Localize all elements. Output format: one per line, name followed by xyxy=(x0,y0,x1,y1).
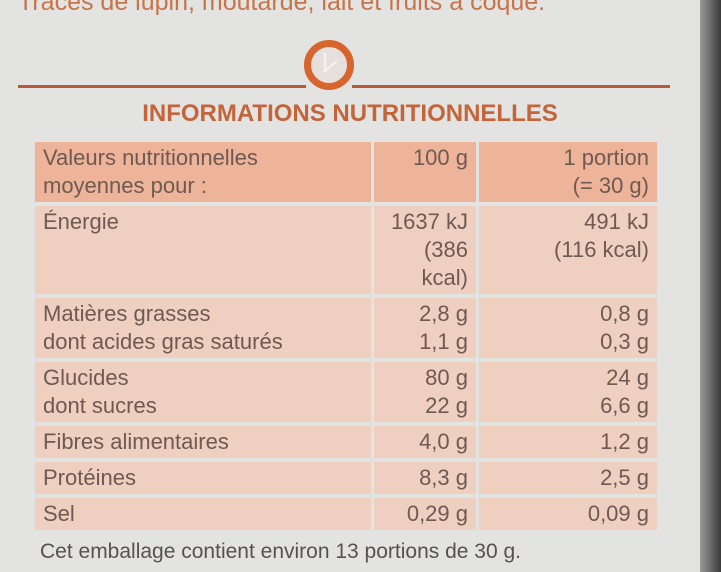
header-100g: 100 g xyxy=(412,145,468,170)
nutrient-label: Fibres alimentaires xyxy=(43,429,229,454)
header-portion: 1 portion xyxy=(563,145,649,170)
nutrient-label: Protéines xyxy=(43,465,136,490)
value-per-100g: (386 kcal) xyxy=(421,237,468,290)
section-title: INFORMATIONS NUTRITIONNELLES xyxy=(142,100,558,127)
divider-right xyxy=(352,85,670,88)
value-per-100g: 1,1 g xyxy=(419,329,468,354)
header-portion-size: (= 30 g) xyxy=(572,173,649,198)
value-per-100g: 80 g xyxy=(425,365,468,390)
value-per-100g: 22 g xyxy=(425,393,468,418)
value-per-portion: 1,2 g xyxy=(600,429,649,454)
value-per-portion: 2,5 g xyxy=(600,465,649,490)
value-per-portion: 6,6 g xyxy=(600,393,649,418)
nutrient-label: Énergie xyxy=(43,209,119,234)
value-per-100g: 1637 kJ xyxy=(390,209,468,234)
header-label: Valeurs nutritionnelles xyxy=(43,145,258,170)
clock-icon xyxy=(304,40,354,90)
divider-left xyxy=(18,85,306,88)
value-per-portion: 491 kJ xyxy=(584,209,649,234)
value-per-portion: 0,09 g xyxy=(587,501,649,526)
nutrient-label: Matières grasses xyxy=(43,301,211,326)
value-per-portion: (116 kcal) xyxy=(554,237,649,262)
table-row: Protéines 8,3 g 2,5 g xyxy=(35,462,657,494)
allergen-traces: Traces de lupin, moutarde, lait et fruit… xyxy=(18,0,546,16)
portions-note: Cet emballage contient environ 13 portio… xyxy=(40,540,521,563)
value-per-portion: 0,3 g xyxy=(600,329,649,354)
table-row: Matières grasses dont acides gras saturés… xyxy=(35,298,657,358)
nutrient-label: Sel xyxy=(43,501,75,526)
nutrient-label: Glucides xyxy=(43,365,129,390)
header-label-2: moyennes pour : xyxy=(43,173,207,198)
value-per-100g: 8,3 g xyxy=(419,465,468,490)
table-row: Sel 0,29 g 0,09 g xyxy=(35,498,657,530)
nutrition-table: Valeurs nutritionnelles moyennes pour : 1… xyxy=(35,138,657,534)
value-per-100g: 0,29 g xyxy=(406,501,468,526)
value-per-100g: 2,8 g xyxy=(419,301,468,326)
table-row: Glucides dont sucres 80 g 22 g 24 g 6,6 g xyxy=(35,362,657,422)
table-header: Valeurs nutritionnelles moyennes pour : 1… xyxy=(35,142,657,202)
table-row: Fibres alimentaires 4,0 g 1,2 g xyxy=(35,426,657,458)
package-edge xyxy=(700,0,721,572)
value-per-100g: 4,0 g xyxy=(419,429,468,454)
value-per-portion: 24 g xyxy=(606,365,649,390)
table-row: Énergie 1637 kJ (386 kcal) 491 kJ (116 kcal) xyxy=(35,206,657,294)
nutrient-label: dont sucres xyxy=(43,393,157,418)
nutrient-label: dont acides gras saturés xyxy=(43,329,283,354)
value-per-portion: 0,8 g xyxy=(600,301,649,326)
